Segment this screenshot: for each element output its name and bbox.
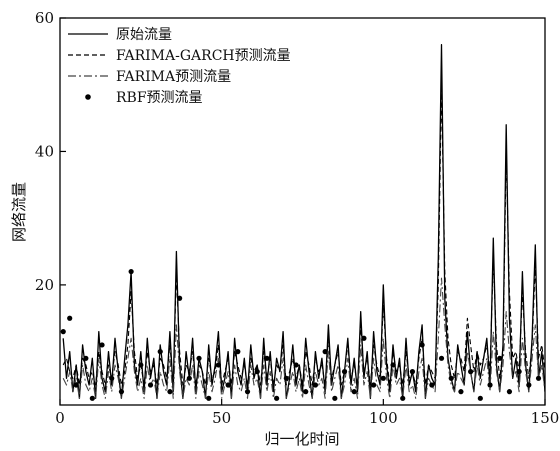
series-3-point xyxy=(138,362,144,368)
legend-marker xyxy=(85,94,91,100)
series-3-point xyxy=(526,382,532,388)
legend-background xyxy=(62,20,352,104)
legend-label: RBF预测流量 xyxy=(116,90,203,106)
axis-ticks: 0 50 100 150 20 40 60 xyxy=(35,9,559,427)
series-3-point xyxy=(67,315,73,321)
series-3-point xyxy=(274,395,280,401)
legend-label: FARIMA-GARCH预测流量 xyxy=(116,48,291,64)
series-3-point xyxy=(468,369,474,375)
series-2-line xyxy=(62,277,545,399)
series-3-point xyxy=(215,362,222,368)
series-3-point xyxy=(118,389,125,395)
y-tick-label: 60 xyxy=(35,9,54,27)
plot-frame xyxy=(59,17,546,406)
series-3-point xyxy=(73,382,79,388)
series-3-point xyxy=(477,395,483,401)
series-3-point xyxy=(157,349,163,355)
x-tick-label: 0 xyxy=(55,409,65,427)
series-3-point xyxy=(147,382,154,388)
series-3-point xyxy=(167,389,173,395)
series-3-point xyxy=(458,389,464,395)
series-3-point xyxy=(312,382,319,388)
series-3-point xyxy=(409,369,416,375)
series-3-point xyxy=(371,382,377,388)
series-3-point xyxy=(186,375,192,381)
x-axis-label: 归一化时间 xyxy=(264,430,339,448)
series-3-point xyxy=(361,335,367,341)
series-3-point xyxy=(196,355,202,361)
series-3-point xyxy=(322,349,328,355)
series-3-point xyxy=(254,369,260,375)
y-axis-label: 网络流量 xyxy=(10,182,28,242)
series-3-point xyxy=(206,395,212,401)
series-3-point xyxy=(283,375,289,381)
series-3-point xyxy=(177,295,183,301)
series-3-point xyxy=(516,369,522,375)
y-tick-label: 40 xyxy=(35,142,54,160)
x-tick-label: 50 xyxy=(212,409,231,427)
series-3-point xyxy=(535,375,542,381)
legend: 原始流量 FARIMA-GARCH预测流量 FARIMA预测流量 RBF预测流量 xyxy=(62,20,352,106)
y-tick-label: 20 xyxy=(35,276,54,294)
plot-content xyxy=(60,44,545,401)
series-3-point xyxy=(109,375,115,381)
series-3-point xyxy=(60,329,66,335)
series-3-point xyxy=(448,375,454,381)
x-tick-label: 150 xyxy=(531,409,560,427)
series-3-point xyxy=(400,395,406,401)
series-3-point xyxy=(380,375,386,381)
series-3-point xyxy=(332,395,338,401)
series-3-point xyxy=(438,355,445,361)
series-3-point xyxy=(390,362,396,368)
series-3-point xyxy=(244,389,251,395)
legend-label: FARIMA预测流量 xyxy=(116,69,231,85)
series-3-point xyxy=(89,395,95,401)
series-3-point xyxy=(264,355,270,361)
series-3-point xyxy=(351,389,357,395)
series-3-point xyxy=(419,342,425,348)
series-3-point xyxy=(303,389,309,395)
series-1-line xyxy=(62,84,545,386)
series-3-point xyxy=(83,355,89,361)
series-3-point xyxy=(128,268,134,275)
series-3-point xyxy=(487,382,493,388)
series-3-point xyxy=(235,349,241,355)
series-3-point xyxy=(293,362,299,368)
series-3-point xyxy=(225,382,231,388)
series-3-point xyxy=(506,389,513,395)
legend-label: 原始流量 xyxy=(116,27,172,43)
series-3-point xyxy=(497,355,503,361)
series-3-point xyxy=(429,382,435,388)
series-3-point xyxy=(99,342,105,348)
series-3-point xyxy=(341,369,348,375)
x-tick-label: 100 xyxy=(369,409,398,427)
